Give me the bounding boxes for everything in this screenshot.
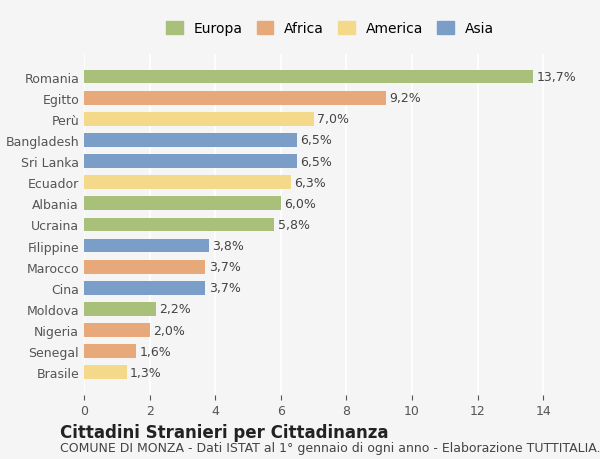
Bar: [84, 218, 274, 232]
Text: 3,7%: 3,7%: [209, 282, 241, 295]
Bar: [84, 260, 205, 274]
Bar: [84, 71, 533, 84]
Bar: [84, 112, 314, 126]
Bar: [84, 176, 290, 190]
Text: 1,6%: 1,6%: [140, 345, 172, 358]
Text: 13,7%: 13,7%: [536, 71, 577, 84]
Text: 6,5%: 6,5%: [301, 134, 332, 147]
Text: Cittadini Stranieri per Cittadinanza: Cittadini Stranieri per Cittadinanza: [60, 423, 389, 441]
Text: 6,5%: 6,5%: [301, 155, 332, 168]
Text: 6,0%: 6,0%: [284, 197, 316, 210]
Text: 5,8%: 5,8%: [278, 218, 310, 231]
Bar: [84, 134, 297, 147]
Bar: [84, 92, 386, 105]
Text: 1,3%: 1,3%: [130, 366, 161, 379]
Text: 2,2%: 2,2%: [160, 303, 191, 316]
Text: 3,7%: 3,7%: [209, 261, 241, 274]
Bar: [84, 197, 281, 211]
Text: 6,3%: 6,3%: [294, 176, 326, 189]
Bar: [84, 345, 136, 358]
Bar: [84, 155, 297, 168]
Text: 9,2%: 9,2%: [389, 92, 421, 105]
Text: 7,0%: 7,0%: [317, 113, 349, 126]
Text: 3,8%: 3,8%: [212, 240, 244, 252]
Bar: [84, 366, 127, 379]
Text: COMUNE DI MONZA - Dati ISTAT al 1° gennaio di ogni anno - Elaborazione TUTTITALI: COMUNE DI MONZA - Dati ISTAT al 1° genna…: [60, 442, 600, 454]
Bar: [84, 302, 156, 316]
Bar: [84, 324, 149, 337]
Bar: [84, 239, 209, 253]
Legend: Europa, Africa, America, Asia: Europa, Africa, America, Asia: [162, 18, 498, 40]
Bar: [84, 281, 205, 295]
Text: 2,0%: 2,0%: [153, 324, 185, 337]
